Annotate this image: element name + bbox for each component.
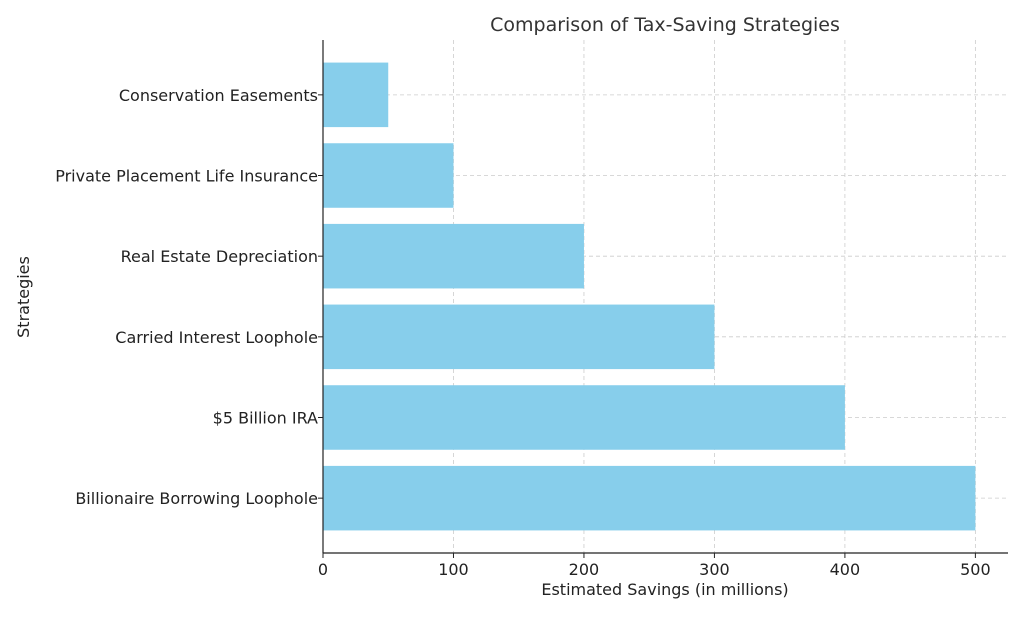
y-tick-label: Billionaire Borrowing Loophole bbox=[75, 489, 318, 508]
axes bbox=[318, 40, 1008, 558]
x-tick-label: 300 bbox=[699, 560, 730, 579]
y-tick-label: Private Placement Life Insurance bbox=[55, 167, 318, 186]
x-tick-label: 500 bbox=[960, 560, 991, 579]
y-tick-label: Carried Interest Loophole bbox=[115, 328, 318, 347]
x-tick-label: 400 bbox=[830, 560, 861, 579]
bars bbox=[323, 62, 976, 531]
y-tick-label: Real Estate Depreciation bbox=[121, 247, 318, 266]
chart-title: Comparison of Tax-Saving Strategies bbox=[490, 14, 840, 36]
bar bbox=[323, 304, 715, 370]
bar bbox=[323, 223, 584, 289]
y-tick-label: $5 Billion IRA bbox=[213, 408, 318, 427]
bar bbox=[323, 143, 454, 208]
y-tick-label: Conservation Easements bbox=[119, 86, 318, 105]
y-axis-label: Strategies bbox=[14, 256, 33, 338]
tick-labels: 0 100 200 300 400 500 Billionaire Borrowing Lo… bbox=[55, 86, 990, 579]
x-tick-label: 0 bbox=[318, 560, 328, 579]
x-tick-label: 100 bbox=[438, 560, 469, 579]
bar bbox=[323, 465, 976, 531]
bar bbox=[323, 385, 845, 450]
x-axis-label: Estimated Savings (in millions) bbox=[541, 580, 788, 599]
x-tick-label: 200 bbox=[569, 560, 600, 579]
bar bbox=[323, 62, 389, 128]
